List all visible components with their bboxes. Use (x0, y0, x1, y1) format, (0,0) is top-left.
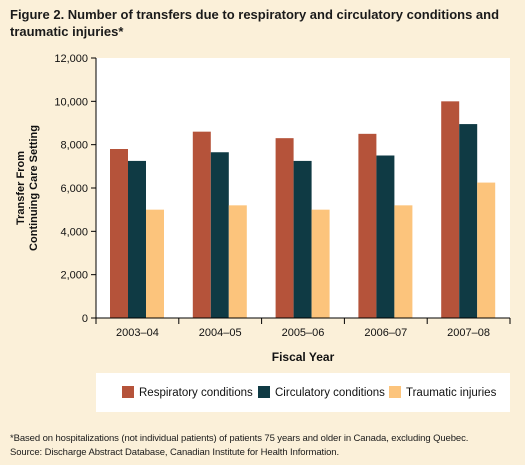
bar-3-1 (146, 209, 164, 318)
legend-label-2: Circulatory conditions (275, 387, 385, 399)
y-tick-label-4: 6,000 (60, 183, 88, 195)
bar-1-3 (275, 138, 294, 318)
bar-2-4 (376, 155, 395, 318)
y-tick-label-6: 10,000 (54, 96, 88, 108)
bar-1-1 (110, 149, 128, 318)
y-axis-label-line-1: Transfer From (15, 151, 27, 225)
x-tick-label-3: 2005–06 (282, 327, 325, 339)
bar-2-3 (293, 160, 312, 318)
bar-3-4 (394, 205, 413, 318)
bar-3-3 (311, 209, 330, 318)
bar-1-4 (358, 133, 377, 318)
x-tick-label-2: 2004–05 (199, 327, 242, 339)
y-tick-label-1: 0 (82, 313, 88, 325)
y-tick-label-7: 12,000 (54, 53, 88, 65)
legend-label-1: Respiratory conditions (139, 387, 253, 399)
legend-swatch-2 (258, 386, 270, 398)
bars-group (110, 101, 496, 318)
bar-3-5 (477, 182, 496, 318)
axes-group: 0 2,000 4,000 6,000 8,000 10,000 12,000 2003–04… (54, 53, 511, 339)
legend-swatch-1 (122, 386, 134, 398)
legend-label-3: Traumatic injuries (406, 387, 497, 399)
footnote-note: *Based on hospitalizations (not individu… (10, 433, 469, 444)
bar-2-1 (128, 160, 146, 318)
y-tick-label-5: 8,000 (60, 140, 88, 152)
x-tick-label-5: 2007–08 (447, 327, 490, 339)
y-tick-label-3: 4,000 (60, 226, 88, 238)
x-tick-label-1: 2003–04 (116, 327, 159, 339)
y-axis-label-line-2: Continuing Care Setting (28, 125, 40, 251)
bar-1-5 (441, 101, 460, 318)
bar-3-2 (228, 205, 247, 318)
chart-title: Figure 2. Number of transfers due to res… (10, 7, 500, 39)
x-tick-label-4: 2006–07 (364, 327, 407, 339)
legend-swatch-3 (389, 386, 401, 398)
y-tick-label-2: 2,000 (60, 270, 88, 282)
bar-2-2 (210, 152, 229, 318)
legend: Respiratory conditions Circulatory condit… (122, 386, 497, 399)
footnote-source: Source: Discharge Abstract Database, Can… (10, 447, 340, 458)
y-axis-label: Transfer From Continuing Care Setting (15, 125, 40, 251)
legend-box (96, 373, 510, 412)
bar-1-2 (192, 131, 211, 318)
x-axis-label: Fiscal Year (272, 350, 335, 364)
bar-2-5 (459, 124, 478, 318)
